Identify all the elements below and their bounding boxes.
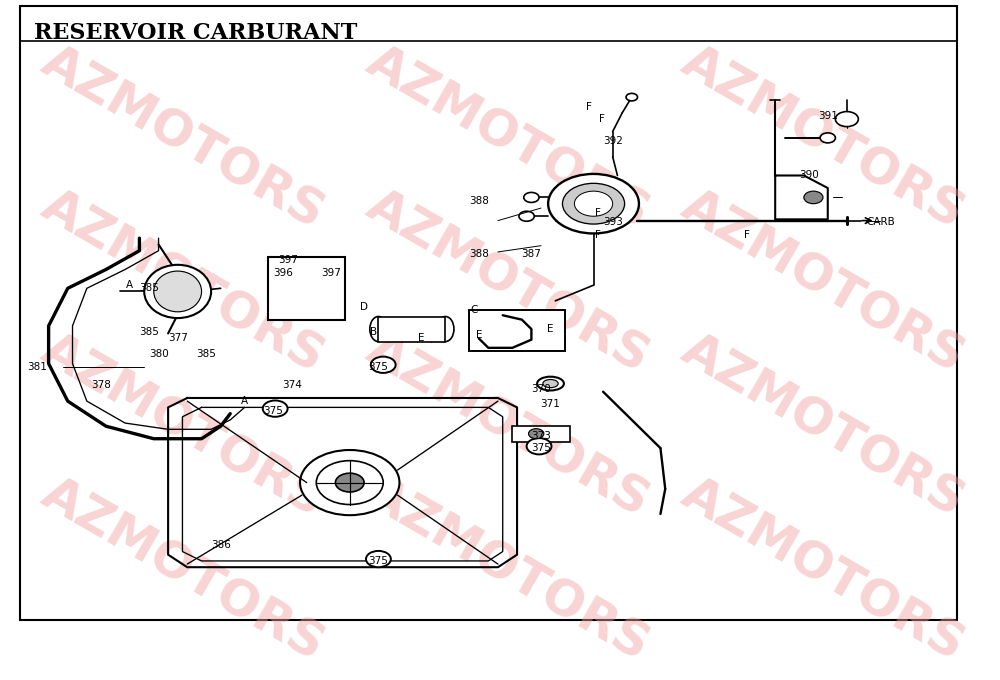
Text: 392: 392 <box>603 136 623 146</box>
Text: 370: 370 <box>531 384 551 394</box>
Text: F: F <box>599 114 605 124</box>
Text: 375: 375 <box>531 443 551 453</box>
Text: 397: 397 <box>321 268 341 277</box>
Text: AZMOTORS: AZMOTORS <box>33 182 332 382</box>
Ellipse shape <box>437 316 454 341</box>
Circle shape <box>519 211 534 221</box>
Text: 375: 375 <box>368 556 388 566</box>
Circle shape <box>574 191 613 216</box>
Text: 371: 371 <box>541 399 560 409</box>
Circle shape <box>275 305 290 316</box>
Text: 385: 385 <box>196 349 216 359</box>
Circle shape <box>529 428 544 439</box>
Ellipse shape <box>562 184 625 224</box>
Text: AZMOTORS: AZMOTORS <box>673 182 973 382</box>
Text: 385: 385 <box>139 284 159 293</box>
Circle shape <box>835 112 858 126</box>
Circle shape <box>804 191 823 204</box>
Text: E: E <box>418 333 425 343</box>
Text: 386: 386 <box>211 541 231 550</box>
Text: 396: 396 <box>273 268 293 277</box>
Circle shape <box>263 401 288 417</box>
Text: 377: 377 <box>168 333 188 343</box>
Text: 375: 375 <box>263 405 283 415</box>
Text: 390: 390 <box>799 171 819 180</box>
Text: F: F <box>744 230 749 240</box>
Text: 375: 375 <box>368 362 388 372</box>
Text: C: C <box>470 305 478 316</box>
Text: A: A <box>126 280 133 290</box>
Bar <box>268 257 345 320</box>
Text: A: A <box>241 396 248 406</box>
Ellipse shape <box>154 271 202 312</box>
Text: CARB: CARB <box>866 218 895 228</box>
Text: AZMOTORS: AZMOTORS <box>358 326 657 526</box>
Circle shape <box>323 305 338 316</box>
Text: AZMOTORS: AZMOTORS <box>33 37 332 238</box>
Text: 388: 388 <box>469 249 489 259</box>
Circle shape <box>366 551 391 567</box>
Text: 391: 391 <box>818 111 838 121</box>
Circle shape <box>323 261 338 271</box>
Text: 378: 378 <box>91 380 111 390</box>
Text: D: D <box>360 302 368 312</box>
Circle shape <box>335 473 364 492</box>
Text: AZMOTORS: AZMOTORS <box>358 182 657 382</box>
Text: 385: 385 <box>139 327 159 337</box>
Circle shape <box>527 438 551 454</box>
Ellipse shape <box>548 174 639 233</box>
Text: F: F <box>595 208 601 218</box>
Circle shape <box>300 450 399 515</box>
Text: F: F <box>595 230 601 240</box>
Text: 397: 397 <box>278 255 298 265</box>
Text: 381: 381 <box>27 362 47 372</box>
Text: AZMOTORS: AZMOTORS <box>33 326 332 526</box>
Circle shape <box>524 192 539 203</box>
Text: 374: 374 <box>282 380 302 390</box>
Text: AZMOTORS: AZMOTORS <box>358 37 657 238</box>
Circle shape <box>371 356 396 373</box>
Ellipse shape <box>543 379 558 388</box>
Text: RESERVOIR CARBURANT: RESERVOIR CARBURANT <box>34 22 358 44</box>
Bar <box>378 316 445 341</box>
Ellipse shape <box>370 316 387 341</box>
Text: 387: 387 <box>521 249 541 259</box>
Text: AZMOTORS: AZMOTORS <box>673 37 973 238</box>
Text: 393: 393 <box>603 218 623 228</box>
Text: AZMOTORS: AZMOTORS <box>33 470 332 670</box>
Text: E: E <box>476 330 482 340</box>
Ellipse shape <box>537 377 564 390</box>
Text: E: E <box>547 324 554 334</box>
Text: 380: 380 <box>149 349 168 359</box>
Circle shape <box>275 261 290 271</box>
Circle shape <box>820 133 835 143</box>
Text: B: B <box>370 327 377 337</box>
Text: F: F <box>586 101 592 112</box>
Text: AZMOTORS: AZMOTORS <box>673 326 973 526</box>
Bar <box>469 310 565 351</box>
Text: 388: 388 <box>469 196 489 205</box>
Circle shape <box>626 93 638 101</box>
Ellipse shape <box>144 265 211 318</box>
Text: AZMOTORS: AZMOTORS <box>673 470 973 670</box>
Text: AZMOTORS: AZMOTORS <box>358 470 657 670</box>
Bar <box>512 426 570 442</box>
Text: 373: 373 <box>531 430 551 441</box>
